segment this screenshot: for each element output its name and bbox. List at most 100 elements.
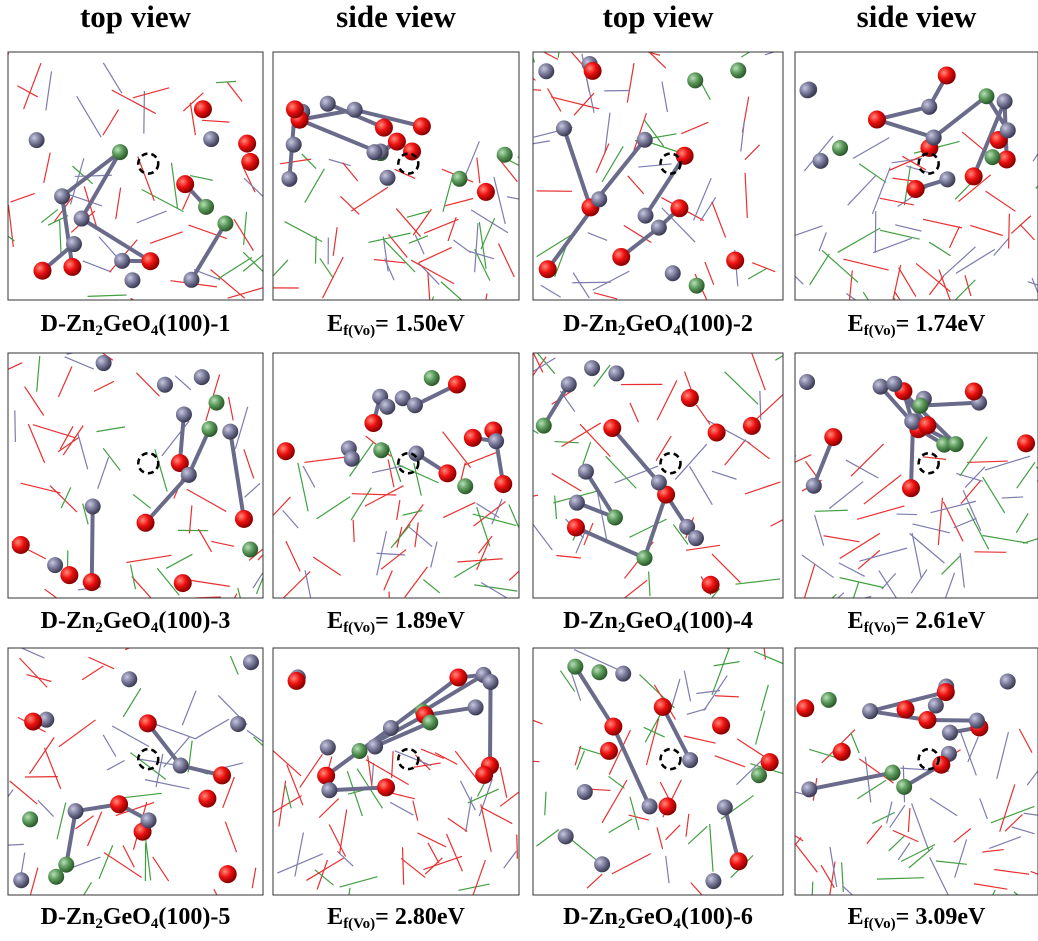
- bond-wire: [244, 483, 259, 497]
- panel-border: [795, 353, 1038, 598]
- atoms: [766, 673, 1038, 923]
- atom: [194, 369, 210, 385]
- bond-wire: [162, 421, 189, 456]
- bond-wire: [44, 153, 50, 183]
- bond-wire: [340, 196, 359, 214]
- bond-wire: [715, 756, 745, 767]
- bond-wire: [468, 789, 499, 803]
- bond-wire: [690, 466, 713, 504]
- bond-wire: [94, 381, 114, 391]
- atom: [654, 698, 672, 716]
- atom: [367, 738, 383, 754]
- bond: [490, 682, 491, 766]
- bond-wire: [403, 511, 423, 516]
- atom: [202, 421, 218, 437]
- bond-wire: [500, 767, 507, 798]
- atom: [682, 752, 698, 768]
- bond-wire: [877, 878, 924, 879]
- bond-wire: [943, 502, 963, 541]
- bond-wire: [104, 853, 142, 878]
- atom: [978, 88, 994, 104]
- atom: [198, 790, 216, 808]
- bond-wire: [930, 857, 950, 898]
- bond-wire: [983, 535, 1028, 543]
- bond-wire: [956, 249, 995, 273]
- bond-wire: [87, 295, 126, 296]
- bond-wire: [840, 578, 884, 588]
- atom: [47, 557, 63, 573]
- bond-wire: [384, 570, 393, 590]
- bond-wire: [234, 895, 246, 917]
- bond-wire: [954, 828, 971, 842]
- bond-wire: [138, 157, 155, 201]
- panel-border: [273, 52, 519, 300]
- bond-wire: [819, 232, 826, 251]
- bond-wire: [756, 711, 765, 745]
- bond-wire: [587, 874, 602, 888]
- vacancy-marker: [919, 453, 939, 473]
- atom: [1017, 434, 1035, 452]
- atom: [173, 758, 189, 774]
- bond-wire: [254, 737, 278, 759]
- bond-wire: [843, 259, 888, 270]
- bond-wire: [238, 588, 249, 631]
- atom: [141, 252, 159, 270]
- subscript: f(Vo): [864, 620, 896, 636]
- bond-wire: [304, 457, 345, 462]
- atom: [813, 153, 829, 169]
- atom: [457, 478, 473, 494]
- bond-wire: [368, 233, 410, 242]
- bond-wire: [144, 91, 145, 134]
- bond-wire: [428, 843, 439, 863]
- label-text: (100)-1: [158, 311, 230, 337]
- bond-wire: [253, 554, 275, 588]
- bond-wire: [714, 662, 740, 666]
- bond-wire: [0, 363, 22, 379]
- bond-wire: [103, 63, 122, 93]
- structure-panel: [254, 52, 548, 336]
- atom: [83, 573, 101, 591]
- atom: [235, 510, 253, 528]
- label-text: E: [848, 608, 864, 634]
- bond-wire: [810, 254, 829, 285]
- bond-wire: [508, 160, 533, 173]
- bond-wire: [950, 280, 976, 306]
- atom: [408, 445, 424, 461]
- bond-wire: [630, 797, 639, 830]
- bond-wire: [503, 760, 540, 762]
- bond-wire: [277, 571, 310, 603]
- atom: [561, 376, 577, 392]
- bond-wire: [712, 648, 729, 694]
- bond-wire: [555, 496, 557, 520]
- atom: [799, 82, 815, 98]
- label-text: (100)-6: [681, 904, 753, 930]
- atom: [912, 398, 928, 414]
- bond-wire: [684, 671, 690, 702]
- atom: [702, 576, 720, 594]
- structure-panel: [243, 353, 542, 625]
- atom: [942, 725, 958, 741]
- bond-wire: [822, 250, 858, 282]
- bond-wire: [60, 219, 61, 253]
- label-text: = 2.61eV: [896, 608, 986, 634]
- bond-wire: [867, 826, 882, 844]
- label-text: (100)-5: [158, 904, 230, 930]
- bond-wire: [123, 688, 141, 717]
- atom: [366, 144, 382, 160]
- panel-label: Ef(Vo)= 3.09eV: [848, 904, 986, 933]
- bond-wire: [24, 63, 41, 109]
- bond-wire: [923, 457, 946, 460]
- atom: [121, 671, 137, 687]
- bond-wire: [842, 886, 859, 902]
- bond-wire: [994, 869, 1029, 874]
- bond-wire: [745, 145, 760, 160]
- atom: [383, 720, 399, 736]
- atom: [413, 117, 431, 135]
- bond-wire: [1023, 531, 1038, 544]
- atom: [615, 666, 631, 682]
- bond-wire: [960, 437, 987, 476]
- bond-wire: [967, 461, 1008, 462]
- bond-wire: [545, 792, 546, 816]
- atom: [658, 797, 676, 815]
- bond-wire: [8, 205, 13, 247]
